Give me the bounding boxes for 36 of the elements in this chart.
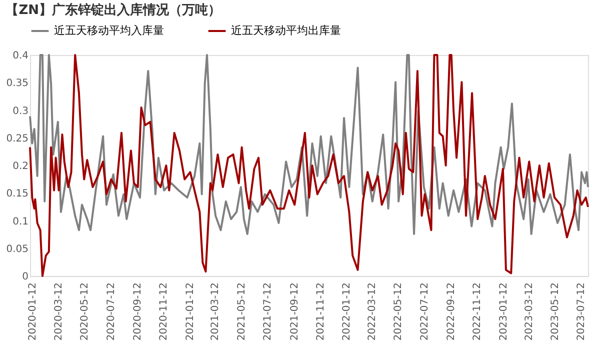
x-tick-label: 2021-11-12 [315, 282, 326, 341]
x-tick-label: 2022-11-12 [472, 282, 484, 341]
line-series [29, 54, 589, 277]
x-tick-label: 2022-03-12 [367, 282, 378, 341]
x-tick-label: 2023-05-12 [550, 282, 561, 341]
x-tick-label: 2022-01-12 [342, 282, 353, 341]
x-tick-label: 2022-09-12 [446, 282, 458, 341]
x-tick-label: 2020-05-12 [80, 282, 91, 341]
line-series [29, 54, 589, 236]
y-tick-label: 0.35 [6, 78, 28, 90]
y-tick-label: 0.4 [12, 50, 28, 62]
legend-label: 近五天移动平均出库量 [231, 24, 341, 37]
x-tick-label: 2021-03-12 [210, 282, 222, 341]
y-tick-label: 0 [22, 272, 28, 282]
legend-label: 近五天移动平均入库量 [54, 24, 164, 37]
x-tick-label: 2020-07-12 [106, 282, 117, 341]
x-tick-label: 2022-07-12 [419, 282, 430, 341]
y-tick-label: 0.25 [6, 133, 28, 144]
y-tick-label: 0.05 [6, 244, 28, 255]
y-tick-label: 0.2 [12, 161, 28, 172]
x-tick-label: 2020-03-12 [53, 282, 64, 341]
y-tick-label: 0.3 [12, 106, 28, 117]
x-tick-label: 2021-07-12 [262, 282, 274, 341]
x-tick-label: 2021-01-12 [184, 282, 196, 341]
x-tick-label: 2020-09-12 [132, 282, 144, 341]
y-tick-label: 0.15 [6, 188, 28, 200]
x-tick-label: 2021-09-12 [289, 282, 300, 341]
x-tick-label: 2020-01-12 [28, 282, 39, 341]
x-tick-label: 2023-07-12 [576, 282, 588, 341]
chart-title: 【ZN】广东锌锭出入库情况（万吨） [6, 2, 222, 18]
x-tick-label: 2020-11-12 [158, 282, 170, 341]
y-tick-label: 0.1 [12, 216, 28, 228]
x-tick-label: 2023-03-12 [524, 282, 535, 341]
x-tick-label: 2022-05-12 [393, 282, 404, 341]
x-tick-label: 2023-01-12 [498, 282, 510, 341]
x-tick-label: 2021-05-12 [236, 282, 248, 341]
